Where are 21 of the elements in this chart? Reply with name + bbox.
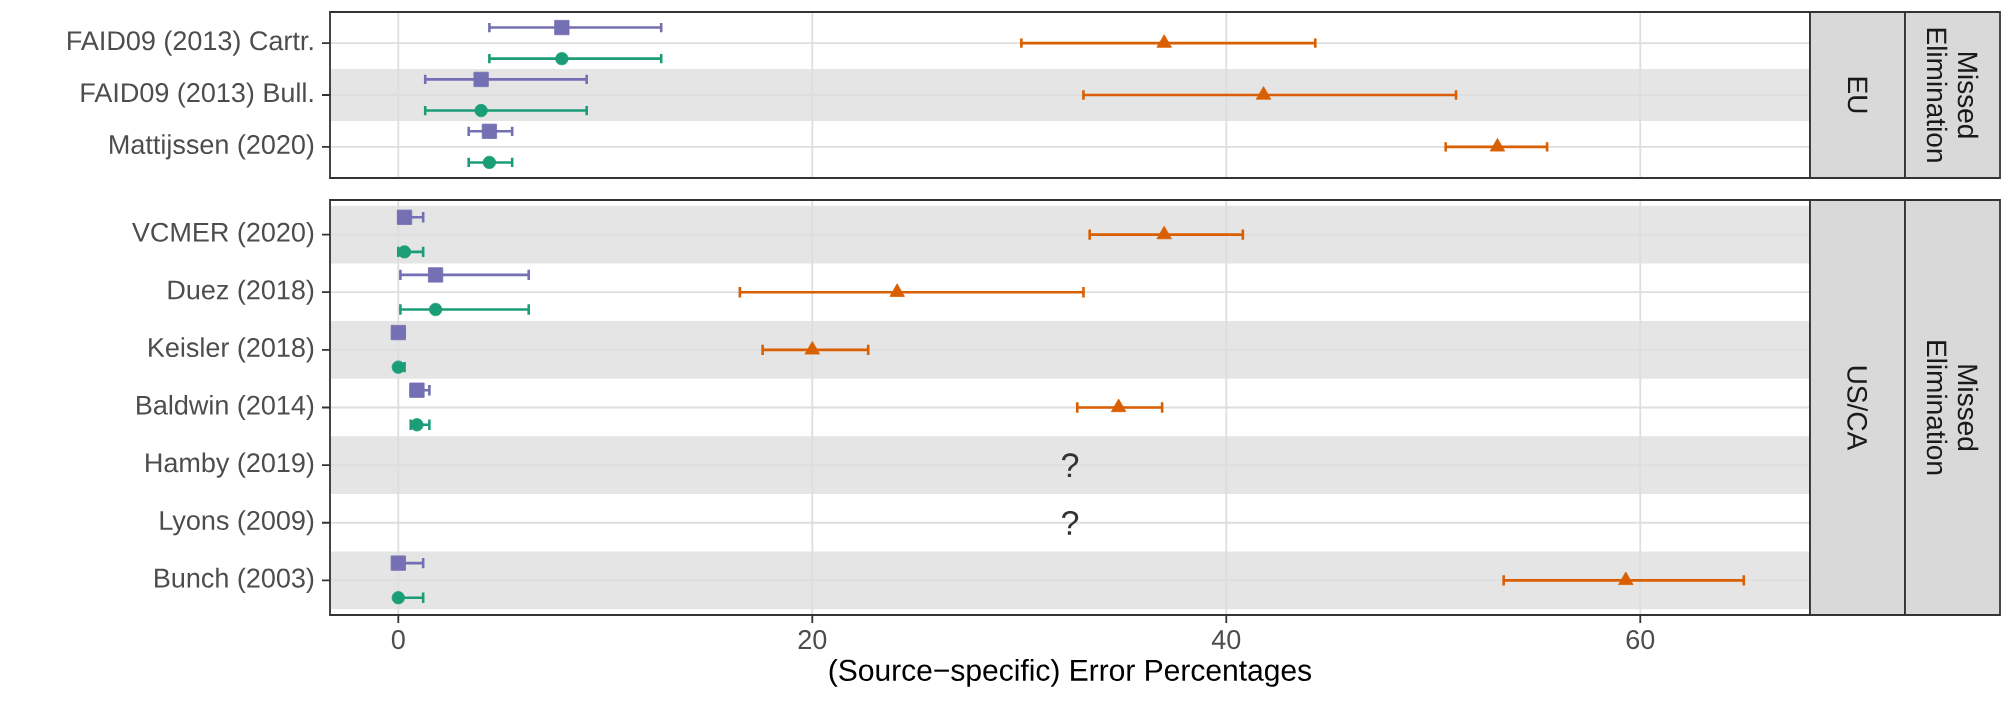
y-tick-label: VCMER (2020) — [132, 221, 314, 248]
text: US/CA — [1847, 366, 1868, 451]
y-tick-label: Keisler (2018) — [149, 337, 314, 363]
y-tick-label: Mattijssen (2020) — [110, 134, 314, 160]
y-tick-label: Hamby (2019) — [146, 452, 314, 478]
y-tick-label: Bunch (2003) — [155, 567, 314, 593]
text: Missed Elimination — [1926, 341, 1979, 475]
annotation: ? — [1061, 453, 1079, 477]
text: Missed Elimination — [1926, 28, 1979, 162]
annotation: ? — [1061, 510, 1079, 535]
x-tick-label: 20 — [798, 630, 827, 650]
text: EU — [1847, 77, 1868, 113]
y-tick-label: Duez (2018) — [168, 279, 314, 305]
x-tick-label: 60 — [1626, 630, 1655, 650]
y-tick-label: FAID09 (2013) Cartr. — [68, 30, 313, 56]
y-tick-label: Baldwin (2014) — [137, 394, 314, 421]
x-tick-label: 0 — [391, 630, 405, 650]
x-tick-label: 40 — [1211, 630, 1241, 650]
y-tick-label: Lyons (2009) — [160, 510, 314, 536]
y-tick-label: FAID09 (2013) Bull. — [81, 82, 313, 108]
x-axis-title: (Source−specific) Error Percentages — [829, 658, 1311, 687]
